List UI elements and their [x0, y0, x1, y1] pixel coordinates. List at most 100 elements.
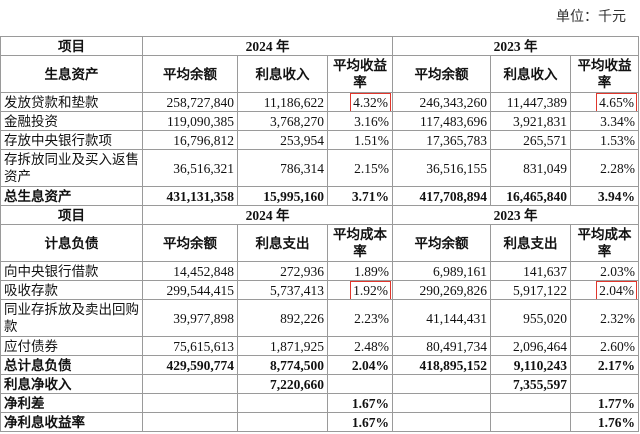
table-cell: 253,954	[237, 130, 328, 150]
table-cell: 39,977,898	[142, 299, 238, 337]
table-cell: 2.04%	[326, 355, 394, 375]
table-cell: 265,571	[490, 130, 572, 150]
empty-cell	[237, 393, 328, 413]
table-row: 金融投资 119,090,385 3,768,270 3.16% 117,483,696…	[0, 111, 640, 131]
empty-cell	[490, 393, 572, 413]
table-cell: 2.17%	[570, 355, 640, 375]
table-cell: 4.65%	[570, 92, 640, 112]
highlighted-value: 1.92%	[350, 281, 392, 299]
column-header: 平均余额	[142, 224, 238, 262]
year-header: 项目	[0, 205, 143, 225]
table-cell: 11,447,389	[490, 92, 572, 112]
table-cell: 4.32%	[326, 92, 394, 112]
table-cell: 1.51%	[326, 130, 394, 150]
column-header: 平均成本率	[570, 224, 640, 262]
empty-cell	[392, 412, 492, 432]
table-row: 同业存拆放及卖出回购款 39,977,898 892,226 2.23% 41,144,…	[0, 299, 640, 337]
highlighted-value: 4.65%	[596, 93, 638, 111]
column-header: 生息资产	[0, 55, 143, 93]
row-label: 利息净收入	[0, 374, 143, 394]
empty-cell	[237, 412, 328, 432]
table-cell: 11,186,622	[237, 92, 328, 112]
table-cell: 290,269,826	[392, 280, 492, 300]
table-cell: 429,590,774	[142, 355, 238, 375]
table-cell: 2.23%	[326, 299, 394, 337]
column-header: 利息支出	[237, 224, 328, 262]
year-header: 项目	[0, 36, 143, 56]
empty-cell	[392, 393, 492, 413]
empty-cell	[490, 412, 572, 432]
row-label: 向中央银行借款	[0, 261, 143, 281]
table-cell: 7,355,597	[490, 374, 572, 394]
year-header: 2023 年	[392, 36, 640, 56]
row-label: 金融投资	[0, 111, 143, 131]
table-cell: 17,365,783	[392, 130, 492, 150]
table-cell: 119,090,385	[142, 111, 238, 131]
table-cell: 831,049	[490, 149, 572, 187]
table-cell: 258,727,840	[142, 92, 238, 112]
table-row: 吸收存款 299,544,415 5,737,413 1.92% 290,269,826…	[0, 280, 640, 300]
empty-cell	[570, 374, 640, 394]
row-label: 净利息收益率	[0, 412, 143, 432]
table-row: 应付债券 75,615,613 1,871,925 2.48% 80,491,734 2,…	[0, 336, 640, 356]
table-row: 向中央银行借款 14,452,848 272,936 1.89% 6,989,161 14…	[0, 261, 640, 281]
column-header: 平均收益率	[570, 55, 640, 93]
table-cell: 786,314	[237, 149, 328, 187]
row-label: 存放中央银行款项	[0, 130, 143, 150]
table-row: 总生息资产 431,131,358 15,995,160 3.71% 417,708,8…	[0, 186, 640, 206]
table-cell: 1.76%	[570, 412, 640, 432]
empty-cell	[392, 374, 492, 394]
unit-note: 单位：千元	[556, 9, 626, 25]
row-label: 总计息负债	[0, 355, 143, 375]
row-label: 应付债券	[0, 336, 143, 356]
table-cell: 431,131,358	[142, 186, 238, 206]
row-label: 同业存拆放及卖出回购款	[0, 299, 143, 337]
table-cell: 141,637	[490, 261, 572, 281]
table-cell: 2.32%	[570, 299, 640, 337]
table-cell: 14,452,848	[142, 261, 238, 281]
table-cell: 955,020	[490, 299, 572, 337]
row-label: 净利差	[0, 393, 143, 413]
table-cell: 417,708,894	[392, 186, 492, 206]
table-cell: 1.89%	[326, 261, 394, 281]
table-cell: 2.48%	[326, 336, 394, 356]
table-cell: 2,096,464	[490, 336, 572, 356]
year-header: 2023 年	[392, 205, 640, 225]
table-cell: 3.94%	[570, 186, 640, 206]
row-label: 吸收存款	[0, 280, 143, 300]
table-cell: 2.03%	[570, 261, 640, 281]
table-cell: 16,465,840	[490, 186, 572, 206]
column-header-row: 计息负债 平均余额 利息支出 平均成本率 平均余额 利息支出 平均成本率	[0, 224, 640, 262]
table-cell: 3.16%	[326, 111, 394, 131]
table-cell: 272,936	[237, 261, 328, 281]
table-cell: 75,615,613	[142, 336, 238, 356]
table-row: 总计息负债 429,590,774 8,774,500 2.04% 418,895,15…	[0, 355, 640, 375]
column-header: 计息负债	[0, 224, 143, 262]
highlighted-value: 4.32%	[350, 93, 392, 111]
table-cell: 3,921,831	[490, 111, 572, 131]
table-row: 发放贷款和垫款 258,727,840 11,186,622 4.32% 246,343…	[0, 92, 640, 112]
table-cell: 299,544,415	[142, 280, 238, 300]
table-cell: 5,737,413	[237, 280, 328, 300]
table-cell: 892,226	[237, 299, 328, 337]
row-label: 存拆放同业及买入返售资产	[0, 149, 143, 187]
row-label: 总生息资产	[0, 186, 143, 206]
table-cell: 15,995,160	[237, 186, 328, 206]
table-cell: 7,220,660	[237, 374, 328, 394]
table-cell: 1.77%	[570, 393, 640, 413]
table-cell: 246,343,260	[392, 92, 492, 112]
empty-cell	[142, 393, 238, 413]
table-row: 净利息收益率 1.67% 1.76%	[0, 412, 640, 432]
table-cell: 2.60%	[570, 336, 640, 356]
interest-table: 项目 2024 年 2023 年 生息资产 平均余额 利息收入 平均收益率 平均余额 利息收入平…	[0, 36, 640, 432]
table-row: 存拆放同业及买入返售资产 36,516,321 786,314 2.15% 36,516…	[0, 149, 640, 187]
table-cell: 36,516,321	[142, 149, 238, 187]
table-body: 项目 2024 年 2023 年 生息资产 平均余额 利息收入 平均收益率 平均余额 利息收入平…	[0, 36, 640, 432]
table-cell: 2.28%	[570, 149, 640, 187]
table-cell: 418,895,152	[392, 355, 492, 375]
table-cell: 8,774,500	[237, 355, 328, 375]
column-header: 平均余额	[392, 224, 492, 262]
year-header-row: 项目 2024 年 2023 年	[0, 205, 640, 225]
column-header-row: 生息资产 平均余额 利息收入 平均收益率 平均余额 利息收入 平均收益率	[0, 55, 640, 93]
row-label: 发放贷款和垫款	[0, 92, 143, 112]
